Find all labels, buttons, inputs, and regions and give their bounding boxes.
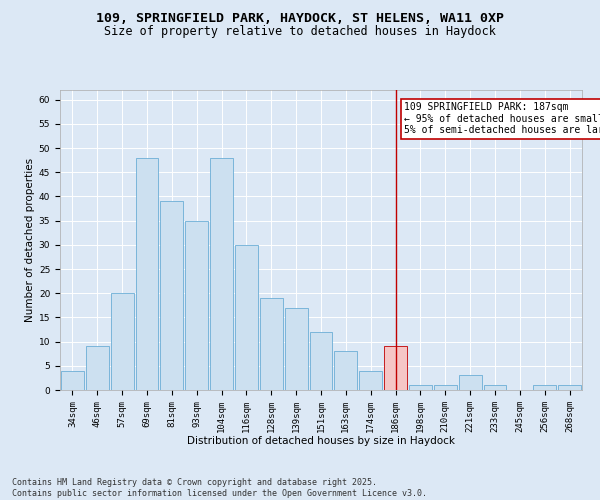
Bar bbox=[558, 385, 581, 390]
Bar bbox=[384, 346, 407, 390]
X-axis label: Distribution of detached houses by size in Haydock: Distribution of detached houses by size … bbox=[187, 436, 455, 446]
Bar bbox=[61, 370, 84, 390]
Text: Contains HM Land Registry data © Crown copyright and database right 2025.
Contai: Contains HM Land Registry data © Crown c… bbox=[12, 478, 427, 498]
Bar bbox=[210, 158, 233, 390]
Bar bbox=[285, 308, 308, 390]
Bar bbox=[359, 370, 382, 390]
Text: Size of property relative to detached houses in Haydock: Size of property relative to detached ho… bbox=[104, 25, 496, 38]
Bar bbox=[484, 385, 506, 390]
Bar bbox=[533, 385, 556, 390]
Bar bbox=[334, 352, 357, 390]
Bar bbox=[136, 158, 158, 390]
Text: 109, SPRINGFIELD PARK, HAYDOCK, ST HELENS, WA11 0XP: 109, SPRINGFIELD PARK, HAYDOCK, ST HELEN… bbox=[96, 12, 504, 26]
Bar bbox=[111, 293, 134, 390]
Y-axis label: Number of detached properties: Number of detached properties bbox=[25, 158, 35, 322]
Bar bbox=[434, 385, 457, 390]
Bar bbox=[260, 298, 283, 390]
Bar bbox=[459, 376, 482, 390]
Bar bbox=[86, 346, 109, 390]
Bar bbox=[185, 220, 208, 390]
Bar bbox=[160, 202, 183, 390]
Bar bbox=[310, 332, 332, 390]
Text: 109 SPRINGFIELD PARK: 187sqm
← 95% of detached houses are smaller (293)
5% of se: 109 SPRINGFIELD PARK: 187sqm ← 95% of de… bbox=[404, 102, 600, 136]
Bar bbox=[235, 245, 258, 390]
Bar bbox=[409, 385, 432, 390]
